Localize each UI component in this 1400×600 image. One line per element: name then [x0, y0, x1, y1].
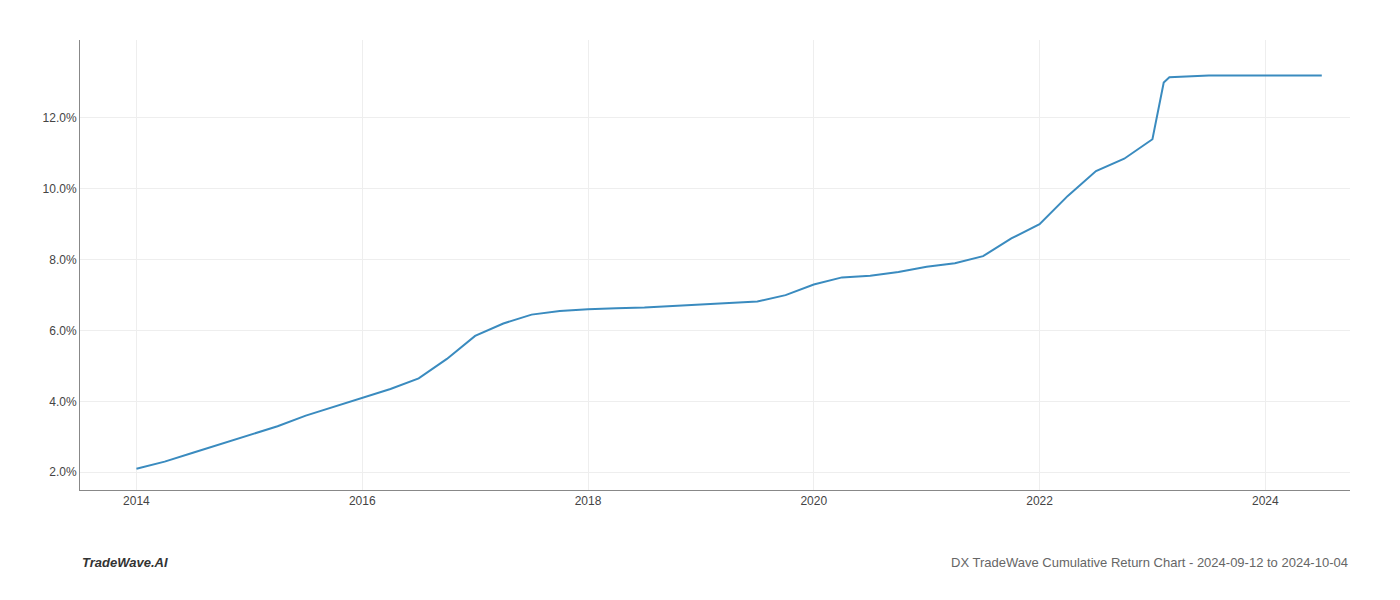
svg-text:2018: 2018: [575, 494, 602, 508]
svg-text:2022: 2022: [1026, 494, 1053, 508]
svg-text:2014: 2014: [123, 494, 150, 508]
svg-text:TradeWave.AI: TradeWave.AI: [82, 555, 168, 570]
svg-text:10.0%: 10.0%: [43, 182, 77, 196]
svg-text:2024: 2024: [1252, 494, 1279, 508]
svg-text:6.0%: 6.0%: [49, 324, 77, 338]
svg-text:4.0%: 4.0%: [49, 395, 77, 409]
svg-text:2020: 2020: [800, 494, 827, 508]
svg-text:2.0%: 2.0%: [49, 465, 77, 479]
svg-text:2016: 2016: [349, 494, 376, 508]
svg-text:12.0%: 12.0%: [43, 111, 77, 125]
svg-text:DX TradeWave Cumulative Return: DX TradeWave Cumulative Return Chart - 2…: [951, 555, 1348, 570]
svg-text:8.0%: 8.0%: [49, 253, 77, 267]
